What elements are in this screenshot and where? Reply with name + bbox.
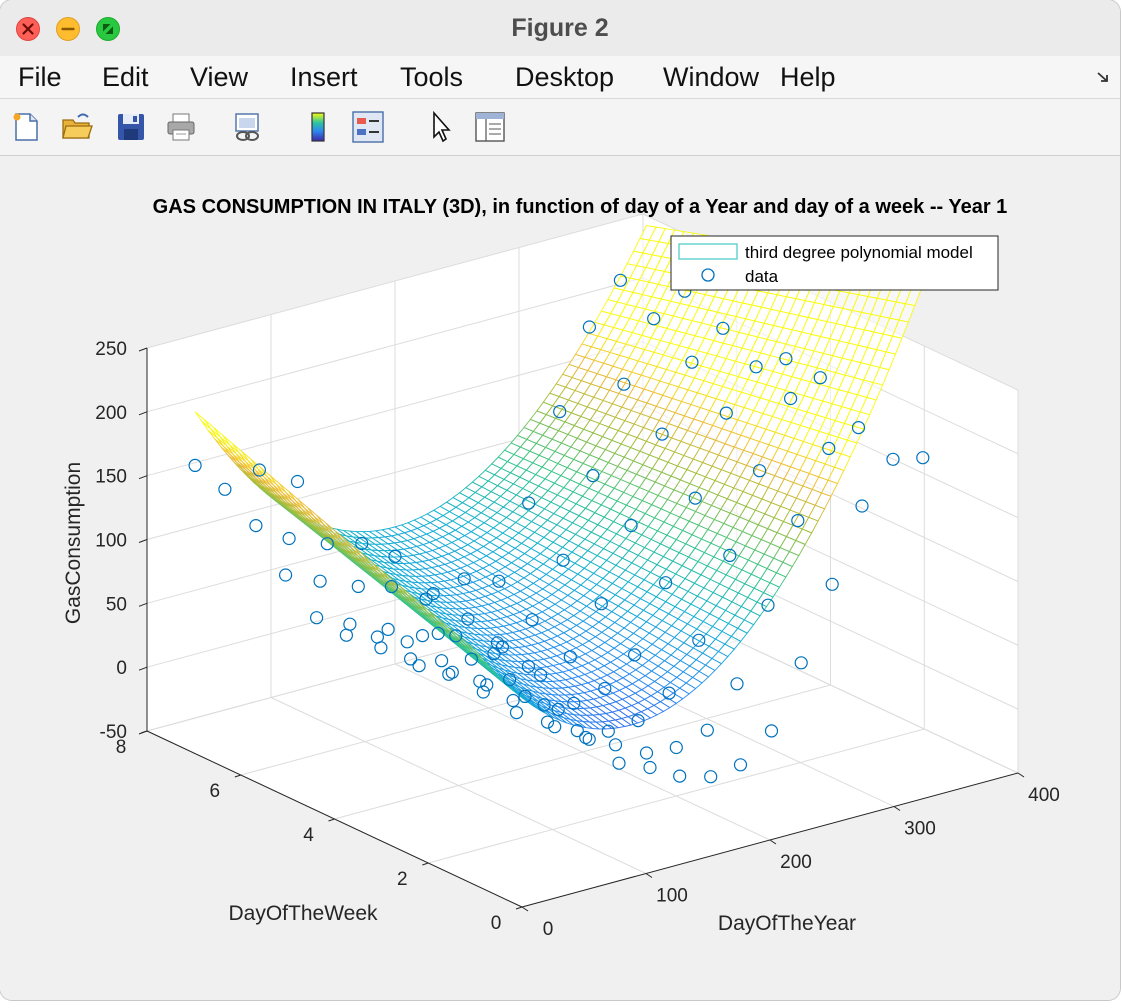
x-tick-label: 100 bbox=[656, 886, 688, 907]
close-icon bbox=[22, 23, 34, 35]
menu-tools[interactable]: Tools bbox=[400, 62, 464, 92]
menu-window[interactable]: Window bbox=[663, 62, 760, 92]
y-axis-label: DayOfTheWeek bbox=[229, 902, 378, 925]
z-tick-label: 200 bbox=[95, 403, 127, 424]
title-bar[interactable]: Figure 2 bbox=[0, 0, 1120, 56]
z-tick-mark bbox=[138, 602, 148, 607]
x-tick-label: 200 bbox=[780, 852, 812, 873]
z-tick-label: 150 bbox=[95, 467, 127, 488]
legend[interactable]: third degree polynomial model data bbox=[670, 235, 999, 291]
x-tick-mark bbox=[769, 839, 777, 845]
open-file-icon[interactable] bbox=[61, 111, 93, 143]
z-axis-label: GasConsumption bbox=[62, 462, 85, 624]
toolbar bbox=[0, 99, 1120, 156]
print-icon[interactable] bbox=[165, 111, 197, 143]
menu-file[interactable]: File bbox=[18, 62, 62, 92]
grid-line-y bbox=[334, 684, 831, 820]
z-tick-mark bbox=[138, 347, 148, 352]
plot-title: GAS CONSUMPTION IN ITALY (3D), in functi… bbox=[153, 196, 1008, 218]
grid-line-z bbox=[146, 213, 644, 349]
z-tick-mark bbox=[138, 411, 148, 416]
menu-edit[interactable]: Edit bbox=[102, 62, 149, 92]
x-tick-label: 0 bbox=[543, 919, 554, 940]
legend-surface-swatch bbox=[678, 243, 738, 260]
z-tick-mark bbox=[138, 539, 148, 543]
x-tick-mark bbox=[645, 873, 653, 878]
property-inspector-icon[interactable] bbox=[474, 111, 506, 143]
minimize-button[interactable] bbox=[56, 17, 80, 41]
menu-view[interactable]: View bbox=[190, 62, 249, 92]
z-tick-label: -50 bbox=[100, 722, 127, 743]
x-tick-label: 300 bbox=[904, 819, 936, 840]
colorbar-icon[interactable] bbox=[302, 111, 334, 143]
z-tick-mark bbox=[138, 730, 148, 735]
x-tick-mark bbox=[893, 806, 901, 811]
legend-icon[interactable] bbox=[352, 111, 384, 143]
maximize-button[interactable] bbox=[96, 17, 120, 41]
menu-insert[interactable]: Insert bbox=[290, 62, 358, 92]
legend-entry-data: data bbox=[745, 267, 779, 286]
x-tick-mark bbox=[521, 906, 529, 912]
y-tick-mark bbox=[422, 862, 429, 866]
fullscreen-icon bbox=[103, 24, 113, 34]
x-axis-label: DayOfTheYear bbox=[718, 912, 856, 935]
y-tick-label: 4 bbox=[303, 825, 314, 846]
z-tick-label: 50 bbox=[106, 594, 127, 615]
menu-help[interactable]: Help bbox=[780, 62, 836, 92]
x-tick-label: 400 bbox=[1028, 785, 1060, 806]
z-tick-label: 250 bbox=[95, 339, 127, 360]
z-tick-mark bbox=[138, 666, 148, 671]
minimize-icon bbox=[61, 27, 75, 31]
save-icon[interactable] bbox=[115, 111, 147, 143]
z-tick-label: 0 bbox=[116, 658, 127, 679]
y-tick-mark bbox=[328, 818, 335, 822]
dock-arrow-icon[interactable] bbox=[1096, 70, 1112, 86]
grid-line-y bbox=[428, 728, 925, 864]
z-tick-mark bbox=[138, 475, 148, 480]
legend-entry-model: third degree polynomial model bbox=[745, 243, 973, 262]
new-figure-icon[interactable] bbox=[10, 111, 42, 143]
y-tick-label: 6 bbox=[210, 781, 221, 802]
grid-line-z bbox=[146, 277, 644, 413]
window-title: Figure 2 bbox=[511, 14, 609, 42]
menu-bar: File Edit View Insert Tools Desktop Wind… bbox=[0, 56, 1120, 99]
link-plot-icon[interactable] bbox=[232, 111, 264, 143]
y-tick-mark bbox=[234, 774, 241, 778]
pointer-icon[interactable] bbox=[424, 111, 456, 143]
z-tick-label: 100 bbox=[95, 531, 127, 552]
x-tick-mark bbox=[1017, 772, 1025, 778]
y-tick-mark bbox=[515, 906, 523, 910]
y-tick-label: 0 bbox=[491, 913, 502, 934]
close-button[interactable] bbox=[16, 17, 40, 41]
figure-canvas: 0 100 200 300 400 0 2 4 6 8 -50 0 50 100 150 200 250 Day… bbox=[0, 156, 1120, 1000]
y-tick-label: 2 bbox=[397, 869, 408, 890]
menu-desktop[interactable]: Desktop bbox=[515, 62, 615, 92]
